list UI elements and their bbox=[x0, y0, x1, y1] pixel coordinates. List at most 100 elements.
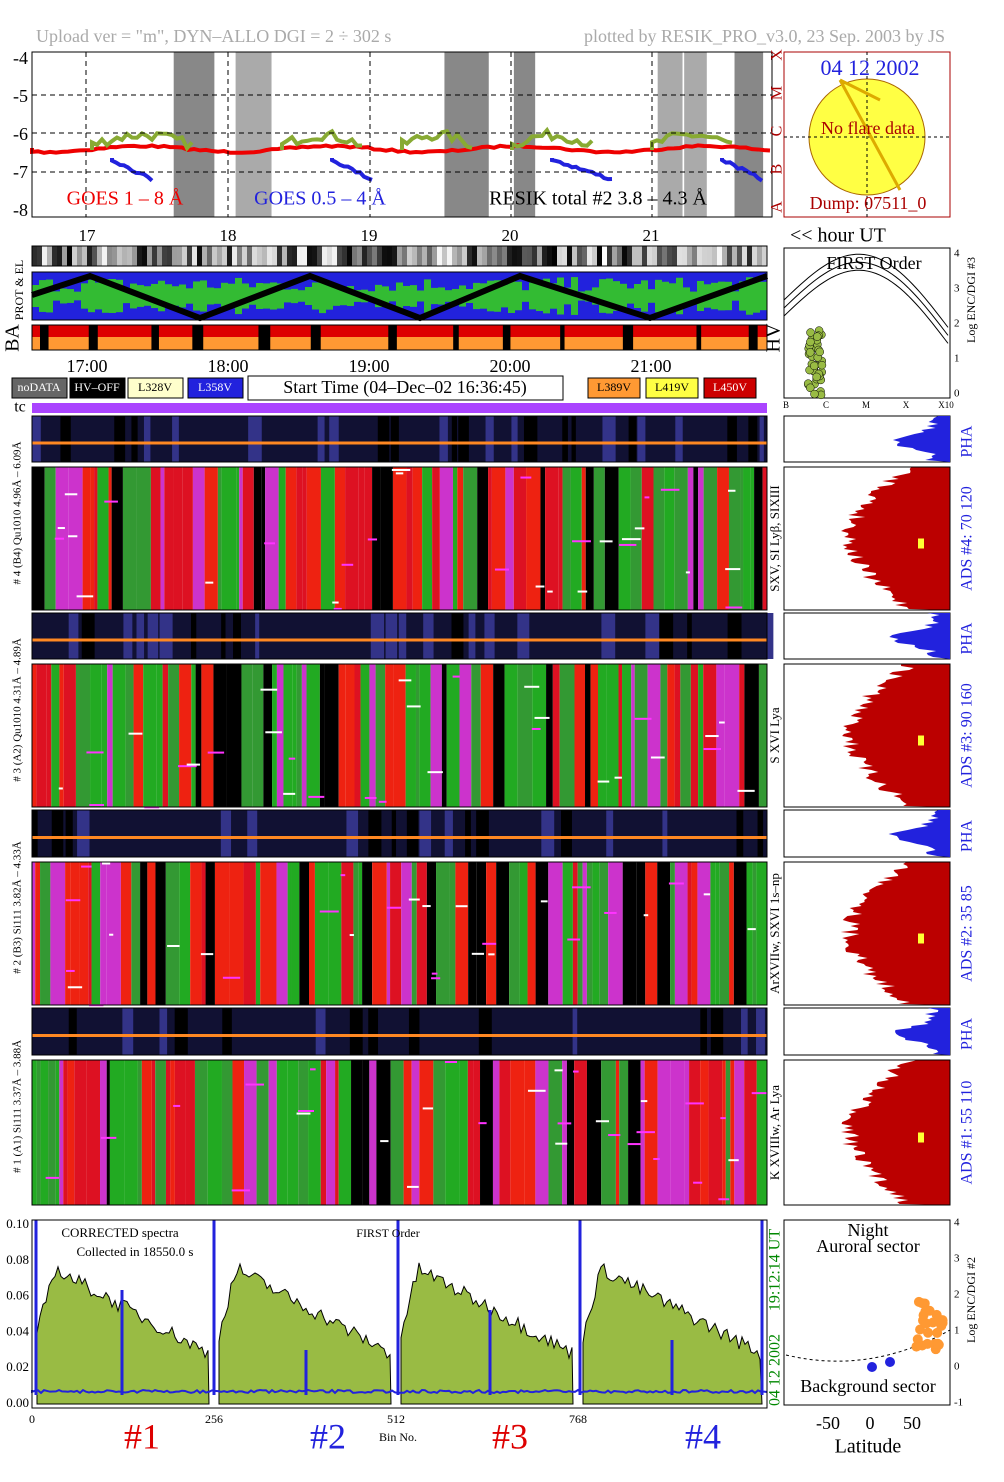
spectrogram-line bbox=[332, 602, 338, 604]
channel-label: #3 bbox=[492, 1416, 528, 1456]
strip bbox=[97, 246, 102, 266]
spectrogram-col bbox=[232, 1060, 244, 1205]
strip bbox=[377, 246, 382, 266]
spectrogram-col bbox=[32, 467, 45, 610]
pha-col bbox=[144, 416, 150, 462]
spectrogram-line bbox=[445, 1061, 457, 1063]
ads-marker bbox=[918, 934, 924, 944]
point bbox=[816, 348, 824, 356]
spectrogram-line bbox=[686, 571, 690, 573]
prot-green bbox=[669, 283, 676, 308]
point bbox=[920, 1306, 930, 1316]
spectrogram-col bbox=[113, 664, 126, 807]
spectrogram-line bbox=[645, 496, 650, 498]
spectrogram-col bbox=[325, 664, 339, 807]
spectrogram-col bbox=[717, 467, 729, 610]
strip bbox=[532, 246, 537, 266]
spectrogram-col bbox=[729, 467, 740, 610]
spectrogram-col bbox=[526, 467, 540, 610]
spectrogram-line bbox=[615, 777, 622, 779]
prot-green bbox=[389, 291, 396, 302]
strip bbox=[112, 246, 117, 266]
prot-green bbox=[529, 283, 536, 310]
legend-label: L450V bbox=[713, 380, 747, 394]
spectrogram-line bbox=[669, 882, 684, 884]
strip bbox=[692, 246, 697, 266]
spectrogram-line bbox=[379, 801, 387, 803]
x-tick-label: X bbox=[903, 400, 910, 410]
strip bbox=[477, 246, 482, 266]
pha-col bbox=[637, 416, 645, 462]
strip bbox=[427, 246, 432, 266]
spectrogram-col bbox=[524, 1060, 535, 1205]
spectrogram-line bbox=[66, 899, 81, 901]
prot-green bbox=[312, 282, 319, 309]
spectrogram-col bbox=[480, 1060, 493, 1205]
spectrogram-col bbox=[505, 664, 518, 807]
spectrogram-col bbox=[574, 1060, 587, 1205]
pha-col bbox=[469, 613, 476, 659]
strip bbox=[752, 246, 757, 266]
spectrogram-col bbox=[272, 664, 277, 807]
strip bbox=[57, 246, 62, 266]
spectrogram-col bbox=[645, 862, 657, 1005]
spectrogram-line bbox=[55, 538, 64, 540]
x-tick-label: 512 bbox=[387, 1412, 405, 1426]
pha-col bbox=[52, 810, 64, 857]
spectrogram-col bbox=[215, 862, 230, 1005]
spectrogram-line bbox=[578, 591, 588, 593]
spectrogram-col bbox=[131, 862, 140, 1005]
spectrogram-col bbox=[599, 862, 608, 1005]
spectrogram-col bbox=[40, 862, 50, 1005]
spectrogram-col bbox=[674, 467, 688, 610]
prot-green bbox=[396, 282, 403, 309]
pha-bg bbox=[32, 810, 767, 857]
strip bbox=[267, 246, 272, 266]
spectrogram-line bbox=[308, 796, 324, 798]
spectrogram-col bbox=[37, 1060, 41, 1205]
pha-col bbox=[399, 613, 406, 659]
spectrogram-line bbox=[104, 501, 118, 503]
strip bbox=[527, 246, 532, 266]
spectrogram-col bbox=[80, 862, 89, 1005]
pha-col bbox=[32, 416, 41, 462]
pha-col bbox=[419, 810, 431, 857]
ads-marker bbox=[918, 1133, 924, 1143]
pha-col bbox=[247, 810, 257, 857]
spectrogram-col bbox=[296, 467, 302, 610]
time-label: 20:00 bbox=[489, 356, 530, 376]
spectrogram-col bbox=[463, 467, 477, 610]
spectrogram-col bbox=[457, 467, 463, 610]
spectrogram-col bbox=[121, 862, 131, 1005]
spectrogram-col bbox=[163, 664, 168, 807]
strip bbox=[577, 246, 582, 266]
spectrogram-col bbox=[335, 1060, 339, 1205]
pha-col bbox=[120, 416, 125, 462]
tc-label: tc bbox=[14, 399, 26, 416]
strip bbox=[712, 246, 717, 266]
strip bbox=[302, 246, 307, 266]
spectrogram-col bbox=[308, 1060, 321, 1205]
strip bbox=[632, 246, 637, 266]
spectrogram-col bbox=[196, 664, 202, 807]
prot-green bbox=[627, 288, 634, 303]
strip bbox=[247, 246, 252, 266]
spectrogram-col bbox=[50, 862, 65, 1005]
pha-col bbox=[409, 1008, 419, 1055]
spectrogram-col bbox=[315, 862, 328, 1005]
spectrogram-col bbox=[635, 664, 648, 807]
strip bbox=[732, 246, 737, 266]
strip bbox=[762, 246, 767, 266]
spectrogram-col bbox=[123, 467, 137, 610]
spectrogram-line bbox=[423, 1107, 433, 1109]
spectrogram-col bbox=[607, 664, 619, 807]
point bbox=[923, 1328, 933, 1338]
point bbox=[914, 1297, 924, 1307]
strip bbox=[82, 246, 87, 266]
spectrogram-line bbox=[528, 1090, 546, 1092]
spectrogram-col bbox=[601, 1060, 616, 1205]
pha-col bbox=[601, 613, 615, 659]
prot-green bbox=[648, 289, 655, 303]
spectrogram-line bbox=[387, 907, 401, 909]
strip bbox=[197, 246, 202, 266]
